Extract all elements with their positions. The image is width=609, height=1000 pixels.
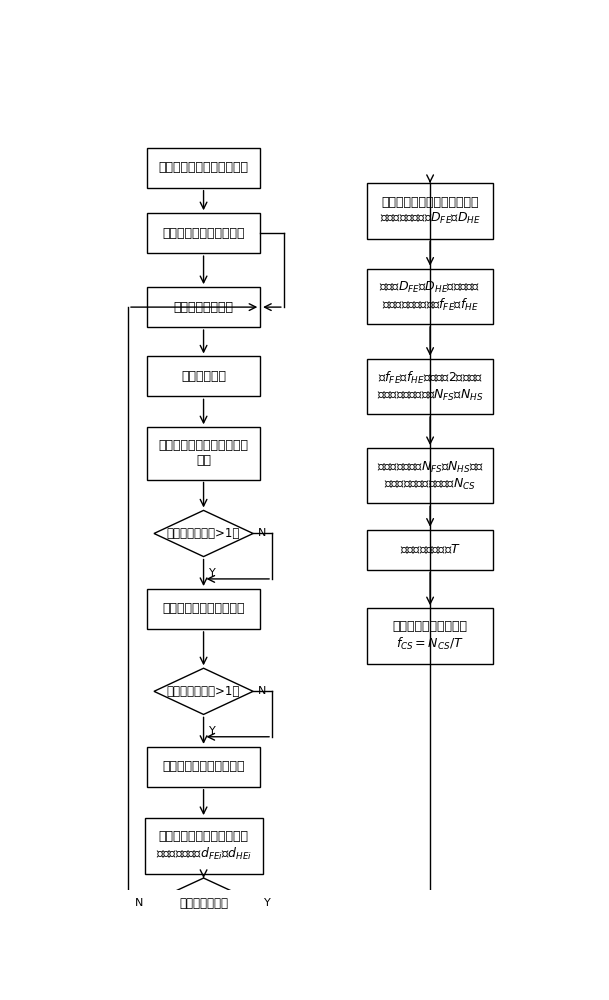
Text: 前肢骨架端点数>1？: 前肢骨架端点数>1？ bbox=[167, 527, 240, 540]
Text: 采集生猪运动深度图像序列: 采集生猪运动深度图像序列 bbox=[158, 161, 248, 174]
FancyBboxPatch shape bbox=[367, 359, 493, 414]
Text: 建立前、后肢远近侧骨架端点
坐标变化数据点集$D_{FE}$、$D_{HE}$: 建立前、后肢远近侧骨架端点 坐标变化数据点集$D_{FE}$、$D_{HE}$ bbox=[379, 196, 481, 226]
Text: 后肢骨架端点数>1？: 后肢骨架端点数>1？ bbox=[167, 685, 240, 698]
Text: 提取第帧图像骨架: 提取第帧图像骨架 bbox=[174, 301, 234, 314]
Text: 分别以$D_{FE}$、$D_{HE}$拟合正弦曲
线，求正弦曲线频率$f_{FE}$、$f_{HE}$: 分别以$D_{FE}$、$D_{HE}$拟合正弦曲 线，求正弦曲线频率$f_{F… bbox=[379, 280, 481, 313]
Text: N: N bbox=[135, 898, 144, 908]
FancyBboxPatch shape bbox=[367, 448, 493, 503]
Text: 骨架端点远近侧属性判定: 骨架端点远近侧属性判定 bbox=[163, 602, 245, 615]
Text: Y: Y bbox=[209, 568, 216, 578]
Text: Y: Y bbox=[264, 898, 270, 908]
Polygon shape bbox=[154, 668, 253, 714]
Text: 序列图像背景减除预处理: 序列图像背景减除预处理 bbox=[163, 227, 245, 240]
Text: 计算前、后肢远近侧骨架端
点坐标关系变量$d_{FEi}$、$d_{HEi}$: 计算前、后肢远近侧骨架端 点坐标关系变量$d_{FEi}$、$d_{HEi}$ bbox=[155, 830, 252, 862]
FancyBboxPatch shape bbox=[367, 530, 493, 570]
Polygon shape bbox=[154, 510, 253, 557]
Polygon shape bbox=[149, 878, 258, 928]
Text: 对$f_{FE}$、$f_{HE}$的倒数的2倍进行取
整，求前、后肢步数$N_{FS}$、$N_{HS}$: 对$f_{FE}$、$f_{HE}$的倒数的2倍进行取 整，求前、后肢步数$N_… bbox=[377, 370, 484, 403]
FancyBboxPatch shape bbox=[147, 356, 260, 396]
Text: Y: Y bbox=[209, 726, 216, 736]
FancyBboxPatch shape bbox=[144, 818, 262, 874]
FancyBboxPatch shape bbox=[147, 589, 260, 629]
FancyBboxPatch shape bbox=[147, 148, 260, 188]
FancyBboxPatch shape bbox=[367, 183, 493, 239]
Text: N: N bbox=[258, 528, 266, 538]
FancyBboxPatch shape bbox=[147, 427, 260, 480]
FancyBboxPatch shape bbox=[367, 269, 493, 324]
Text: 骨架图匹配定位前后肢骨架
端点: 骨架图匹配定位前后肢骨架 端点 bbox=[158, 439, 248, 467]
Text: 骨架剪枝处理: 骨架剪枝处理 bbox=[181, 370, 226, 383]
FancyBboxPatch shape bbox=[147, 287, 260, 327]
Text: 求前、后肢步数$N_{FS}$、$N_{HS}$最小
值记为生猪行走完整步数$N_{CS}$: 求前、后肢步数$N_{FS}$、$N_{HS}$最小 值记为生猪行走完整步数$N… bbox=[376, 460, 484, 492]
Text: 序列处理结束？: 序列处理结束？ bbox=[179, 897, 228, 910]
Text: 序列对应生猪行走频率
$f_{CS}=N_{CS}/T$: 序列对应生猪行走频率 $f_{CS}=N_{CS}/T$ bbox=[393, 620, 468, 652]
FancyBboxPatch shape bbox=[147, 213, 260, 253]
Text: 计算序列采集时长$T$: 计算序列采集时长$T$ bbox=[400, 543, 460, 556]
Text: 骨架端点远近侧属性判定: 骨架端点远近侧属性判定 bbox=[163, 760, 245, 773]
FancyBboxPatch shape bbox=[367, 608, 493, 664]
Text: N: N bbox=[258, 686, 266, 696]
FancyBboxPatch shape bbox=[147, 747, 260, 787]
